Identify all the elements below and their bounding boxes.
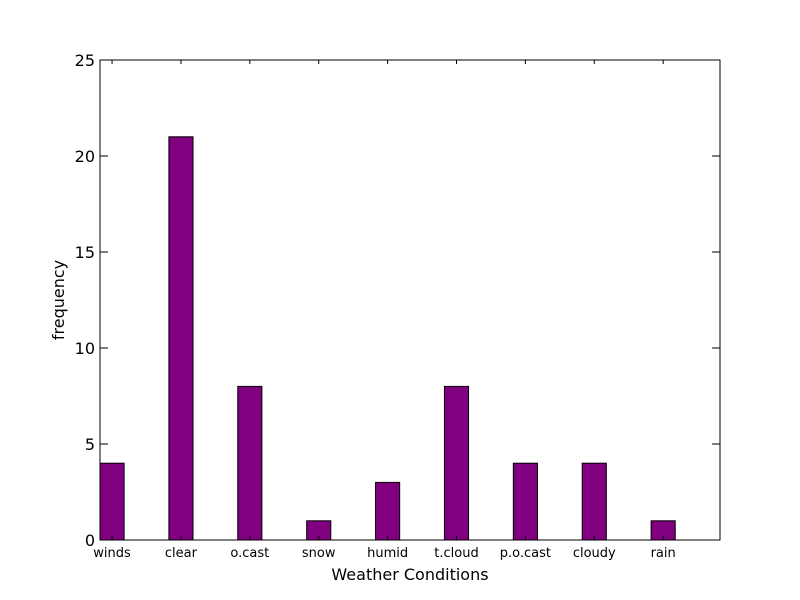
y-tick-label: 10 (75, 339, 95, 358)
y-tick-label: 25 (75, 51, 95, 70)
x-tick-label: o.cast (230, 546, 269, 561)
x-tick-label: winds (93, 546, 131, 561)
y-axis-label: frequency (49, 260, 68, 340)
bars-group (99, 136, 676, 541)
y-tick-label: 15 (75, 243, 95, 262)
bar-o-cast (237, 385, 263, 541)
bar-clear (168, 136, 194, 541)
plot-frame (99, 59, 721, 541)
y-tick-label: 0 (85, 531, 95, 550)
x-tick-label: clear (165, 546, 198, 561)
x-tick-label: cloudy (573, 546, 616, 561)
x-tick-label: t.cloud (434, 546, 478, 561)
x-axis-label: Weather Conditions (331, 565, 488, 584)
x-tick-label: snow (302, 546, 336, 561)
bar-p-o-cast (512, 462, 538, 541)
bar-humid (375, 481, 401, 541)
x-tick-label: p.o.cast (500, 546, 551, 561)
bar-cloudy (581, 462, 607, 541)
x-tick-label: rain (651, 546, 676, 561)
x-ticks-group: winds clear o.cast snow humid t.cloud p.o.cast… (93, 60, 676, 561)
x-tick-label: humid (367, 546, 408, 561)
bar-t-cloud (443, 385, 470, 541)
bar-winds (99, 462, 125, 541)
y-tick-label: 20 (75, 147, 95, 166)
y-tick-label: 5 (85, 435, 95, 454)
